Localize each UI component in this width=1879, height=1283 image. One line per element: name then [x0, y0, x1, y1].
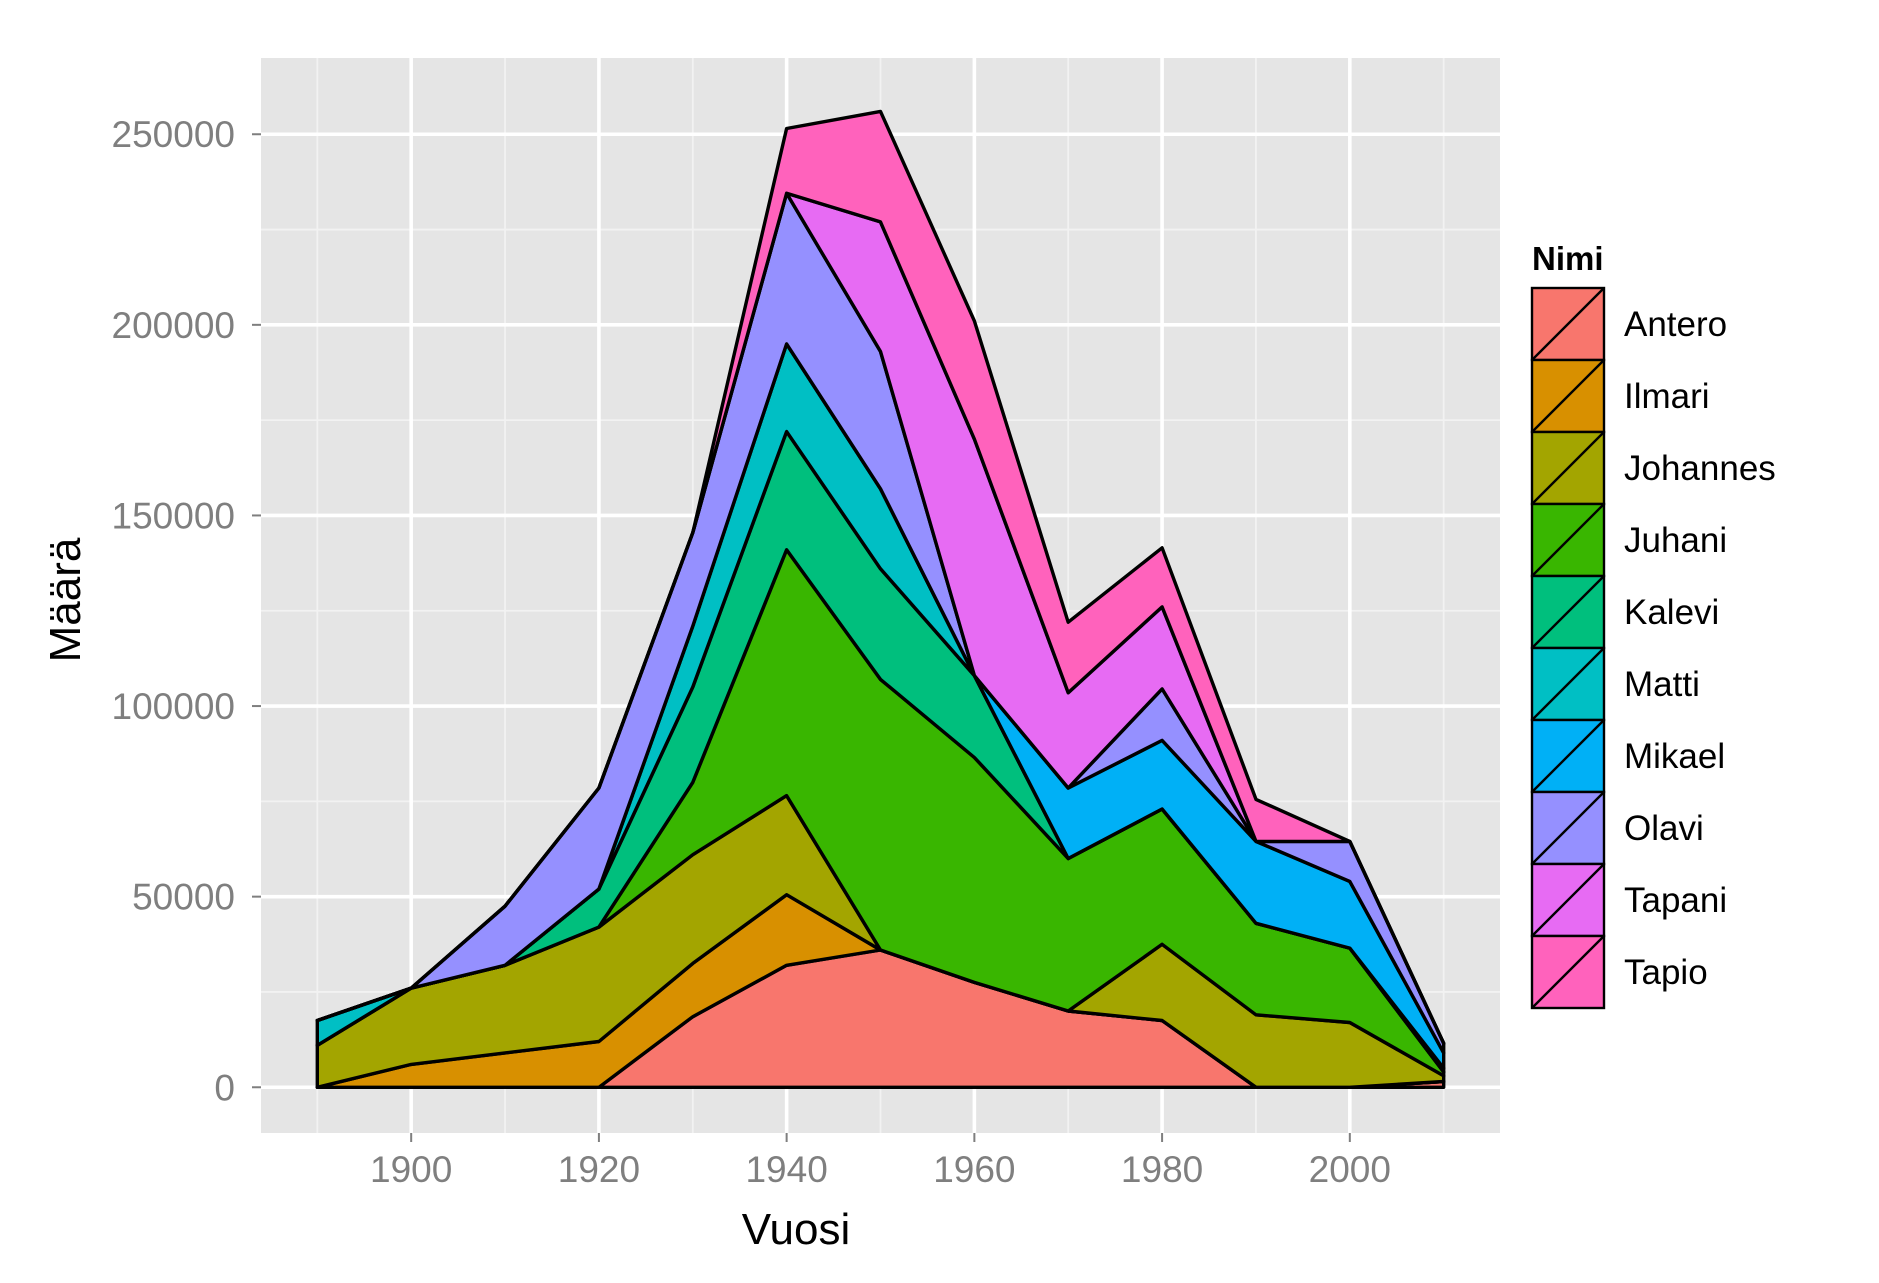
legend-key-diagonal [1531, 647, 1605, 721]
legend-key-diagonal [1531, 503, 1605, 577]
legend-label-tapio: Tapio [1624, 953, 1708, 992]
legend-label-kalevi: Kalevi [1624, 593, 1719, 632]
legend-label-ilmari: Ilmari [1624, 377, 1710, 416]
legend-label-tapani: Tapani [1624, 881, 1727, 920]
y-axis: 0 50000 100000 150000 200000 250000 [112, 114, 261, 1108]
legend-label-juhani: Juhani [1624, 521, 1727, 560]
legend-title: Nimi [1532, 240, 1604, 277]
legend-item-tapani: Tapani [1530, 862, 1727, 938]
x-tick-label: 1940 [745, 1149, 827, 1190]
x-tick-label: 1960 [933, 1149, 1015, 1190]
legend-key-diagonal [1531, 287, 1605, 361]
legend-item-antero: Antero [1530, 286, 1727, 362]
x-axis-title: Vuosi [742, 1205, 850, 1254]
legend-key-diagonal [1531, 791, 1605, 865]
legend-label-olavi: Olavi [1624, 809, 1704, 848]
legend-label-antero: Antero [1624, 305, 1727, 344]
y-tick-label: 150000 [112, 495, 235, 536]
y-tick-label: 200000 [112, 305, 235, 346]
legend-key-diagonal [1531, 935, 1605, 1009]
legend-item-johannes: Johannes [1530, 430, 1776, 506]
y-axis-title: Määrä [41, 537, 90, 662]
x-tick-label: 1980 [1121, 1149, 1203, 1190]
legend-item-ilmari: Ilmari [1530, 358, 1710, 434]
area-tapio [315, 109, 1446, 1046]
legend-label-johannes: Johannes [1624, 449, 1776, 488]
legend-item-juhani: Juhani [1530, 502, 1727, 578]
x-tick-label: 1900 [370, 1149, 452, 1190]
area-layers [315, 109, 1446, 1089]
y-tick-label: 50000 [132, 877, 235, 918]
legend-label-mikael: Mikael [1624, 737, 1725, 776]
legend: Nimi Antero Ilmari Johannes Juhani Kalevi Mat… [1530, 240, 1776, 1010]
x-axis: 1900 1920 1940 1960 1980 2000 [370, 1133, 1391, 1190]
y-tick-label: 250000 [112, 114, 235, 155]
x-tick-label: 1920 [558, 1149, 640, 1190]
legend-key-diagonal [1531, 719, 1605, 793]
legend-item-kalevi: Kalevi [1530, 574, 1719, 650]
y-tick-label: 0 [214, 1067, 235, 1108]
y-tick-label: 100000 [112, 686, 235, 727]
legend-item-tapio: Tapio [1530, 934, 1708, 1010]
legend-key-diagonal [1531, 359, 1605, 433]
legend-key-diagonal [1531, 431, 1605, 505]
x-tick-label: 2000 [1309, 1149, 1391, 1190]
legend-item-matti: Matti [1530, 646, 1700, 722]
legend-item-mikael: Mikael [1530, 718, 1725, 794]
legend-label-matti: Matti [1624, 665, 1700, 704]
legend-key-diagonal [1531, 863, 1605, 937]
legend-key-diagonal [1531, 575, 1605, 649]
legend-item-olavi: Olavi [1530, 790, 1704, 866]
